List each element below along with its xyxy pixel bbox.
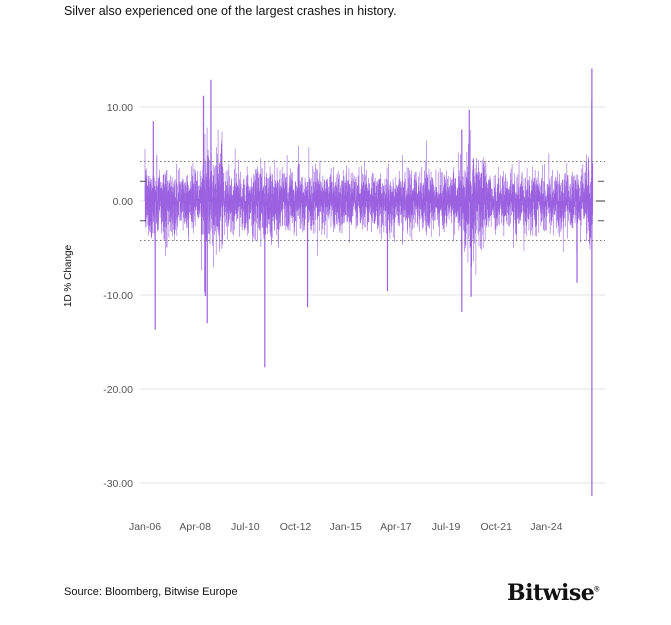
x-tick-label: Jul-19 (432, 521, 461, 533)
x-tick-label: Apr-08 (179, 521, 211, 533)
y-tick-label: -10.00 (103, 290, 133, 302)
x-tick-label: Jan-06 (129, 521, 161, 533)
y-axis-label: 1D % Change (63, 244, 74, 307)
x-tick-label: Jan-24 (530, 521, 562, 533)
x-tick-label: Oct-12 (280, 521, 312, 533)
chart-title: Silver also experienced one of the large… (64, 4, 397, 18)
y-tick-label: -20.00 (103, 384, 133, 396)
y-tick-label: -30.00 (103, 478, 133, 490)
x-tick-label: Jan-15 (330, 521, 362, 533)
y-tick-label: 0.00 (113, 196, 134, 208)
x-tick-label: Jul-10 (231, 521, 260, 533)
x-tick-label: Oct-21 (480, 521, 512, 533)
x-tick-label: Apr-17 (380, 521, 412, 533)
y-tick-label: 10.00 (107, 102, 133, 114)
